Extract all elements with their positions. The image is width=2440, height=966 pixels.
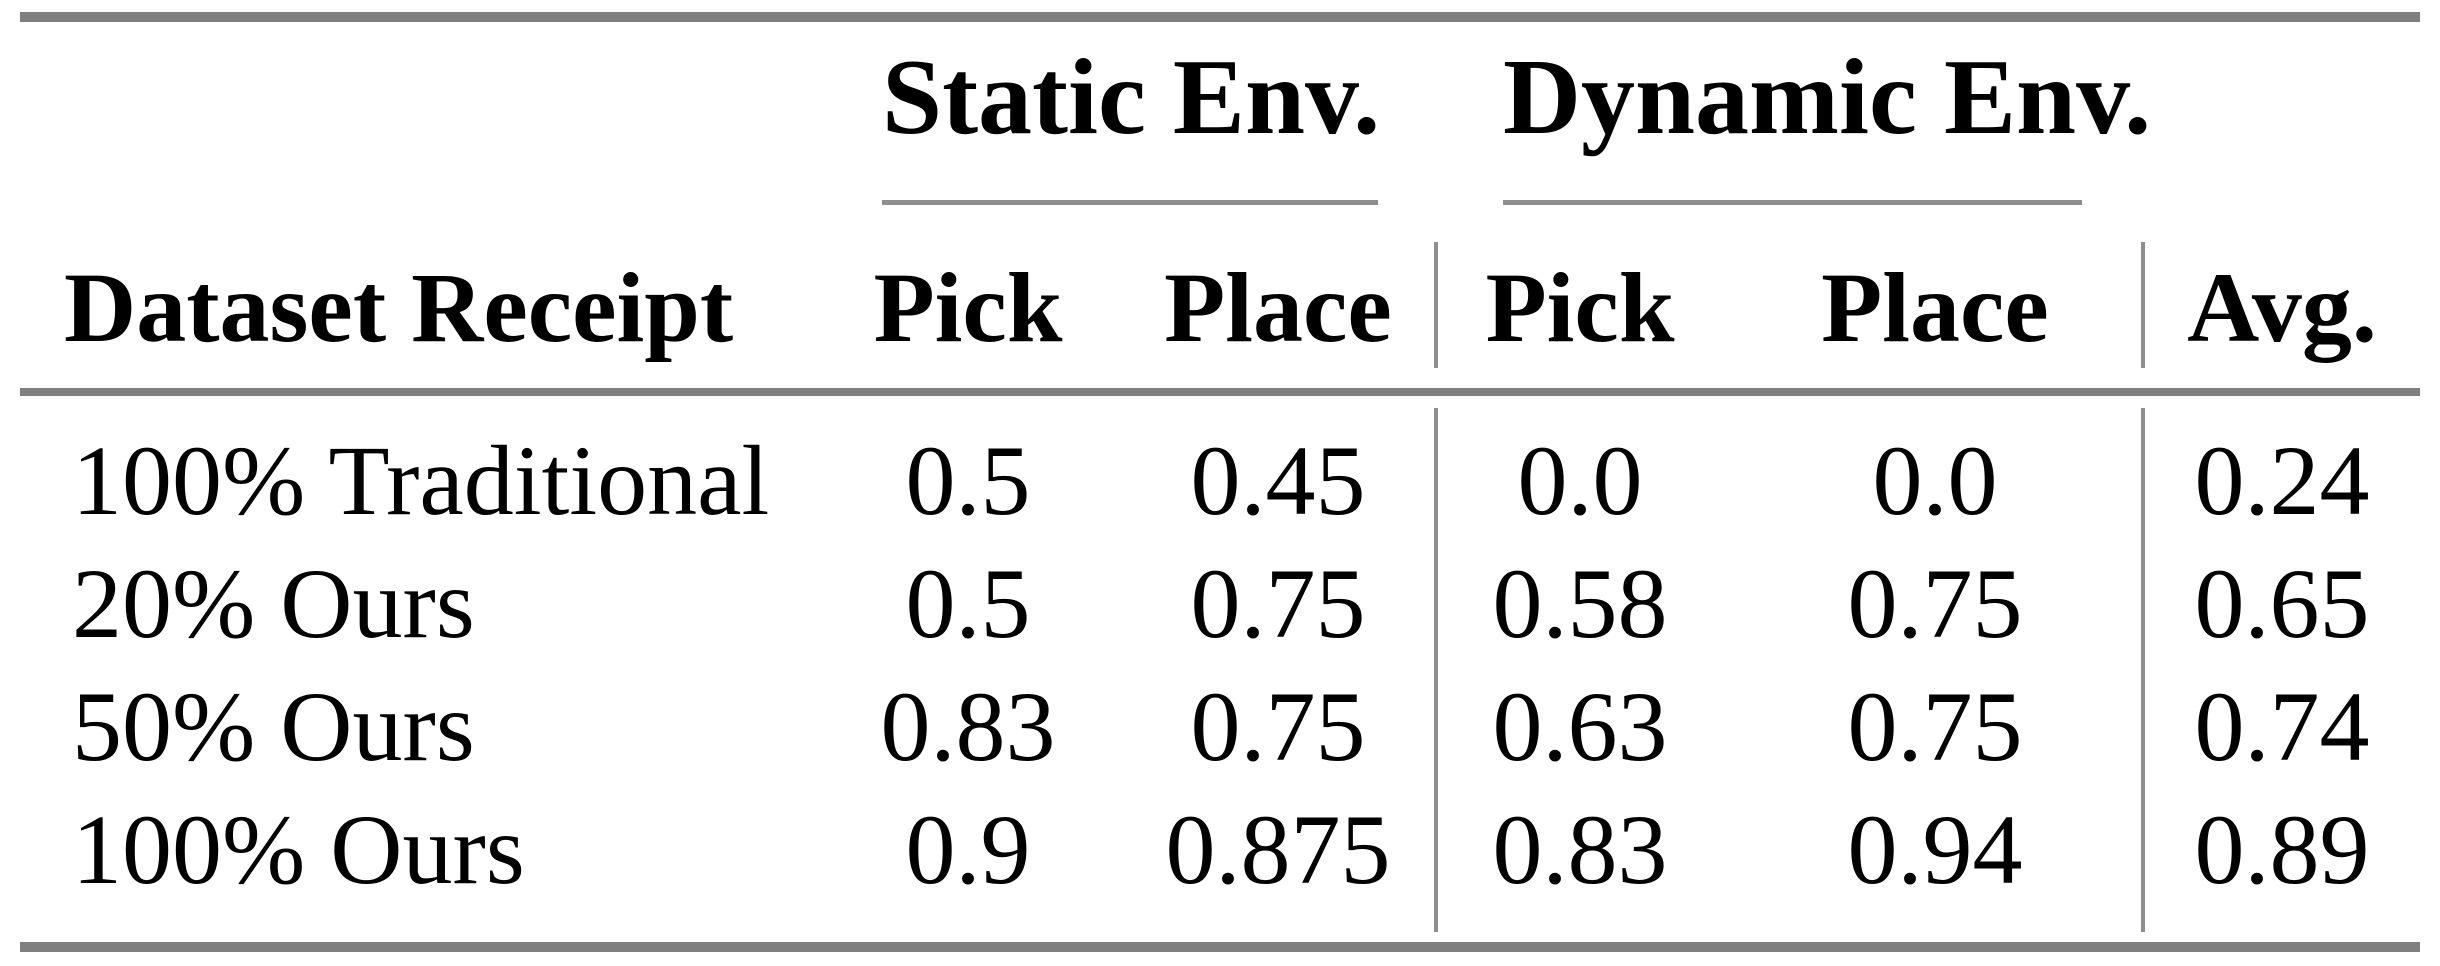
column-header-static-pick: Pick xyxy=(873,252,1063,363)
body-vertical-divider-2 xyxy=(2141,408,2145,932)
cell-dynamic-place: 0.75 xyxy=(1847,671,2023,782)
header-vertical-divider-2 xyxy=(2141,242,2145,368)
cmidrule-dynamic-env xyxy=(1503,200,2082,205)
column-header-dynamic-place: Place xyxy=(1821,252,2049,363)
cell-static-pick: 0.5 xyxy=(905,548,1031,659)
cell-dynamic-place: 0.0 xyxy=(1872,425,1998,536)
cell-static-place: 0.875 xyxy=(1165,794,1391,905)
table-top-rule xyxy=(20,12,2420,22)
cell-avg: 0.89 xyxy=(2194,794,2370,905)
cell-dynamic-place: 0.75 xyxy=(1847,548,2023,659)
cell-static-pick: 0.83 xyxy=(880,671,1056,782)
cell-static-place: 0.75 xyxy=(1190,671,1366,782)
row-label: 50% Ours xyxy=(72,671,475,782)
column-header-dynamic-pick: Pick xyxy=(1485,252,1675,363)
cell-dynamic-pick: 0.0 xyxy=(1517,425,1643,536)
cell-dynamic-place: 0.94 xyxy=(1847,794,2023,905)
group-header-dynamic-env: Dynamic Env. xyxy=(1503,38,2152,157)
header-vertical-divider-1 xyxy=(1434,242,1438,368)
cell-dynamic-pick: 0.58 xyxy=(1492,548,1668,659)
row-label: 20% Ours xyxy=(72,548,475,659)
cell-avg: 0.24 xyxy=(2194,425,2370,536)
cell-static-place: 0.45 xyxy=(1190,425,1366,536)
group-header-static-env: Static Env. xyxy=(882,38,1381,157)
cell-avg: 0.65 xyxy=(2194,548,2370,659)
cell-dynamic-pick: 0.63 xyxy=(1492,671,1668,782)
cell-avg: 0.74 xyxy=(2194,671,2370,782)
cell-dynamic-pick: 0.83 xyxy=(1492,794,1668,905)
cell-static-pick: 0.9 xyxy=(905,794,1031,905)
cmidrule-static-env xyxy=(882,200,1378,205)
column-header-dataset-receipt: Dataset Receipt xyxy=(64,252,734,363)
row-label: 100% Ours xyxy=(72,794,525,905)
cell-static-pick: 0.5 xyxy=(905,425,1031,536)
column-header-static-place: Place xyxy=(1164,252,1392,363)
cell-static-place: 0.75 xyxy=(1190,548,1366,659)
table-mid-rule xyxy=(20,388,2420,396)
body-vertical-divider-1 xyxy=(1434,408,1438,932)
column-header-avg: Avg. xyxy=(2187,252,2377,363)
table-bottom-rule xyxy=(20,942,2420,952)
row-label: 100% Traditional xyxy=(72,425,770,536)
